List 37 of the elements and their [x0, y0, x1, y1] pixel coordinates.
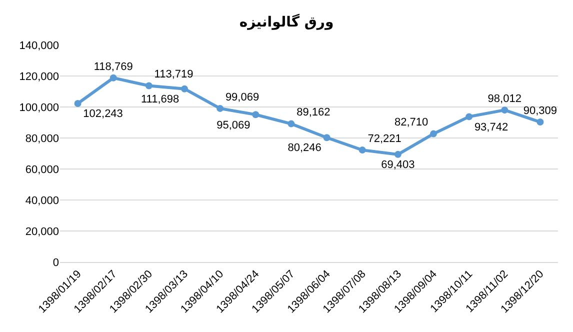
- point: [358, 146, 366, 154]
- data-label: 99,069: [225, 91, 260, 104]
- point: [216, 104, 224, 112]
- y-tick-label: 80,000: [25, 132, 59, 145]
- data-label: 111,698: [140, 93, 180, 106]
- data-label: 95,069: [216, 119, 250, 132]
- y-tick-label: 40,000: [25, 194, 59, 207]
- data-label: 102,243: [83, 108, 123, 120]
- point: [430, 130, 437, 138]
- data-label: 98,012: [488, 92, 522, 105]
- data-label: 118,769: [94, 60, 133, 73]
- point: [394, 150, 402, 158]
- y-tick-label: 140,000: [19, 40, 59, 52]
- data-label: 113,719: [154, 68, 194, 81]
- point: [536, 118, 544, 126]
- point: [74, 100, 82, 108]
- data-label: 90,309: [523, 104, 558, 117]
- data-label: 72,221: [368, 132, 402, 145]
- chart-title: ورق گالوانیزه: [239, 13, 334, 30]
- data-label: 93,742: [474, 121, 508, 134]
- data-label: 69,403: [381, 159, 415, 172]
- y-tick-label: 60,000: [25, 164, 59, 176]
- data-label: 80,246: [288, 142, 322, 154]
- y-tick-label: 100,000: [19, 102, 59, 114]
- point: [252, 111, 260, 118]
- y-tick-label: 0: [52, 256, 59, 269]
- data-label: 89,162: [296, 106, 330, 119]
- data-label: 82,710: [394, 116, 428, 129]
- point: [181, 85, 188, 92]
- point: [288, 120, 295, 128]
- y-tick-label: 120,000: [19, 70, 59, 83]
- point: [110, 74, 117, 82]
- point: [501, 106, 508, 114]
- point: [145, 82, 152, 90]
- y-tick-label: 20,000: [25, 226, 59, 238]
- point: [466, 113, 473, 120]
- point: [323, 134, 330, 142]
